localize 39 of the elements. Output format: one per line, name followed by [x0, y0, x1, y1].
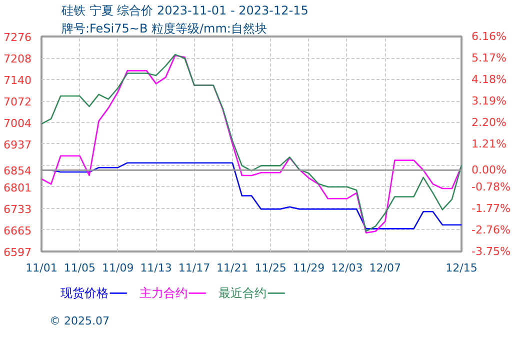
y2-tick-label: 1.21%: [472, 137, 506, 150]
y-tick-label: 6665: [4, 224, 32, 238]
y2-tick-label: 5.17%: [472, 51, 506, 64]
x-tick-label: 11/01: [26, 262, 58, 274]
x-tick-label: 11/21: [216, 262, 248, 274]
y2-tick-label: 0.00%: [472, 164, 506, 177]
chart-title: 硅铁 宁夏 综合价 2023-11-01 - 2023-12-15: [60, 4, 308, 18]
x-tick-label: 12/03: [331, 262, 363, 274]
y2-tick-label: -3.75%: [472, 245, 510, 258]
y-tick-label: 7004: [4, 117, 32, 130]
y2-tick-label: -0.78%: [472, 180, 510, 194]
y2-tick-label: -1.77%: [472, 202, 510, 216]
y2-tick-label: 3.19%: [472, 94, 506, 108]
y-tick-label: 6801: [4, 181, 32, 194]
chart-subtitle: 牌号:FeSi75~B 粒度等级/mm:自然块: [62, 22, 267, 36]
x-tick-label: 11/13: [140, 262, 172, 274]
legend-label: 最近合约: [218, 286, 267, 300]
x-tick-label: 11/09: [102, 262, 134, 274]
x-tick-label: 11/29: [292, 262, 325, 274]
x-tick-label: 12/07: [369, 262, 401, 274]
y2-tick-label: 6.16%: [472, 30, 506, 43]
y-tick-label: 6597: [4, 246, 32, 259]
y2-tick-label: 2.20%: [472, 116, 506, 129]
y-tick-label: 7140: [4, 74, 32, 88]
y-tick-label: 6733: [4, 202, 32, 216]
x-tick-label: 11/17: [178, 262, 210, 274]
legend-label: 现货价格: [60, 286, 109, 300]
legend-label: 主力合约: [140, 286, 188, 300]
y-tick-label: 6937: [4, 138, 32, 152]
x-tick-label: 11/25: [254, 262, 286, 274]
y2-tick-label: -2.76%: [472, 224, 510, 237]
text: © 2025.07: [50, 314, 110, 328]
y-tick-label: 7276: [4, 31, 32, 44]
x-tick-label: 12/15: [446, 262, 478, 274]
y-tick-label: 7208: [4, 52, 32, 66]
x-tick-label: 11/05: [64, 262, 96, 274]
y-tick-label: 6854: [4, 164, 32, 178]
y-tick-label: 7072: [4, 96, 32, 109]
y2-tick-label: 4.18%: [472, 72, 506, 86]
